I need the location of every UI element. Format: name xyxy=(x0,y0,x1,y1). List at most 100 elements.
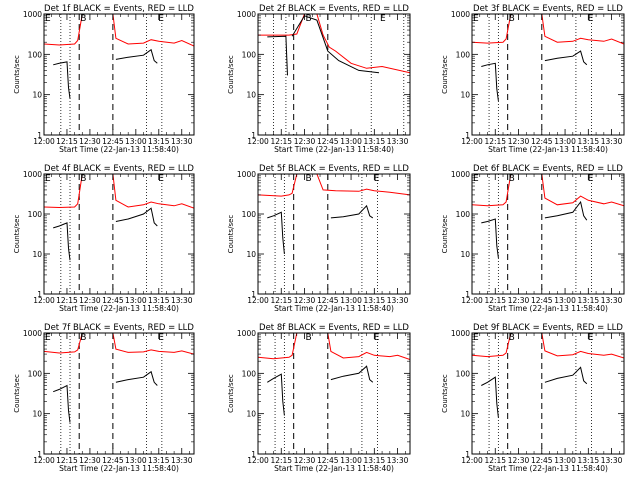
series-black-line xyxy=(115,370,158,386)
x-tick-label: 13:30 xyxy=(601,456,623,465)
x-tick-label: 13:15 xyxy=(364,137,386,146)
series-red-line xyxy=(44,333,194,355)
y-axis-label: Counts/sec xyxy=(13,215,21,254)
x-tick-label: 12:00 xyxy=(461,296,483,305)
y-axis-label: Counts/sec xyxy=(227,374,235,413)
series-red-line xyxy=(258,174,410,197)
y-tick-label: 1000 xyxy=(451,170,470,179)
x-tick-label: 12:45 xyxy=(102,456,124,465)
chart-title: Det 4f BLACK = Events, RED = LLD xyxy=(44,164,194,174)
y-tick-label: 1 xyxy=(251,131,256,140)
x-tick-label: 12:30 xyxy=(79,456,101,465)
marker-label: E xyxy=(473,14,479,24)
x-tick-label: 12:15 xyxy=(270,456,292,465)
x-tick-label: 12:00 xyxy=(33,456,55,465)
x-tick-label: 13:00 xyxy=(554,296,576,305)
chart-title: Det 8f BLACK = Events, RED = LLD xyxy=(259,323,409,333)
y-tick-label: 1000 xyxy=(23,329,42,338)
x-tick-label: 12:15 xyxy=(56,296,78,305)
series-black-line xyxy=(481,62,499,101)
series-black-line xyxy=(481,376,499,418)
x-tick-label: 13:00 xyxy=(340,137,362,146)
y-tick-label: 1000 xyxy=(23,10,42,19)
series-red-line xyxy=(44,174,194,209)
series-black-line xyxy=(330,204,374,219)
x-axis-label: Start Time (22-Jan-13 11:58:40) xyxy=(274,304,394,313)
x-tick-label: 12:30 xyxy=(79,296,101,305)
x-tick-label: 12:45 xyxy=(102,137,124,146)
x-tick-label: 12:30 xyxy=(79,137,101,146)
plot-frame xyxy=(471,332,625,455)
series-red-line xyxy=(258,14,410,74)
y-tick-label: 10 xyxy=(460,250,470,259)
chart-panel: 1 10 100 1000 12:00 12:15 12:30 12:45 13:00 13:15… xyxy=(227,4,411,154)
chart-title: Det 2f BLACK = Events, RED = LLD xyxy=(259,4,409,14)
x-tick-label: 13:00 xyxy=(125,296,147,305)
x-tick-label: 12:30 xyxy=(294,137,316,146)
marker-label: E xyxy=(45,14,51,24)
series-black-line xyxy=(544,50,588,66)
y-axis-label: Counts/sec xyxy=(227,55,235,94)
x-tick-label: 12:15 xyxy=(484,456,506,465)
marker-label: E xyxy=(473,174,479,184)
x-tick-label: 12:30 xyxy=(294,456,316,465)
plot-frame xyxy=(257,13,411,136)
plot-frame xyxy=(471,13,625,136)
x-tick-label: 13:15 xyxy=(148,137,170,146)
y-tick-label: 10 xyxy=(32,250,42,259)
x-tick-label: 12:45 xyxy=(317,296,339,305)
marker-label: E xyxy=(158,14,164,24)
chart-panel: 1 10 100 1000 12:00 12:15 12:30 12:45 13:00 13:15… xyxy=(13,323,195,473)
x-tick-label: 12:30 xyxy=(508,296,530,305)
marker-label: B xyxy=(306,174,312,184)
x-tick-label: 12:15 xyxy=(56,137,78,146)
series-black-line xyxy=(267,35,288,76)
chart-panel: 1 10 100 1000 12:00 12:15 12:30 12:45 13:00 13:15… xyxy=(13,4,195,154)
marker-label: E xyxy=(158,333,164,343)
x-tick-label: 12:00 xyxy=(33,137,55,146)
marker-label: E xyxy=(374,333,380,343)
y-tick-label: 100 xyxy=(456,369,471,378)
series-black-line xyxy=(330,365,374,383)
series-red-line xyxy=(258,333,410,360)
chart-panel: 1 10 100 1000 12:00 12:15 12:30 12:45 13:00 13:15… xyxy=(441,164,625,313)
series-black-line xyxy=(267,373,285,416)
series-black-line xyxy=(481,218,499,258)
marker-label: B xyxy=(306,333,312,343)
y-tick-label: 1 xyxy=(465,290,470,299)
chart-title: Det 6f BLACK = Events, RED = LLD xyxy=(473,164,623,174)
marker-label: B xyxy=(509,174,515,184)
series-black-line xyxy=(53,384,71,423)
y-tick-label: 100 xyxy=(28,210,43,219)
x-tick-label: 13:15 xyxy=(364,296,386,305)
y-tick-label: 10 xyxy=(32,410,42,419)
marker-label: B xyxy=(509,333,515,343)
marker-label: E xyxy=(588,333,594,343)
x-tick-label: 13:30 xyxy=(171,456,193,465)
x-tick-label: 13:15 xyxy=(578,456,600,465)
y-tick-label: 1 xyxy=(37,450,42,459)
marker-label: B xyxy=(509,14,515,24)
y-tick-label: 10 xyxy=(246,91,256,100)
chart-title: Det 3f BLACK = Events, RED = LLD xyxy=(473,4,623,14)
x-tick-label: 12:45 xyxy=(317,456,339,465)
series-red-line xyxy=(472,14,624,45)
series-black-line xyxy=(544,366,588,385)
x-tick-label: 12:45 xyxy=(531,137,553,146)
x-tick-label: 13:30 xyxy=(387,296,409,305)
x-tick-label: 13:15 xyxy=(148,456,170,465)
y-tick-label: 1 xyxy=(465,131,470,140)
series-black-line xyxy=(53,222,71,261)
y-axis-label: Counts/sec xyxy=(441,215,449,254)
marker-label: E xyxy=(45,174,51,184)
plot-frame xyxy=(471,173,625,295)
x-axis-label: Start Time (22-Jan-13 11:58:40) xyxy=(59,145,179,154)
y-axis-label: Counts/sec xyxy=(13,55,21,94)
y-tick-label: 10 xyxy=(246,410,256,419)
y-tick-label: 1 xyxy=(251,450,256,459)
marker-label: E xyxy=(588,14,594,24)
y-tick-label: 100 xyxy=(456,210,471,219)
series-black-line xyxy=(53,61,71,99)
series-black-line xyxy=(115,48,158,64)
